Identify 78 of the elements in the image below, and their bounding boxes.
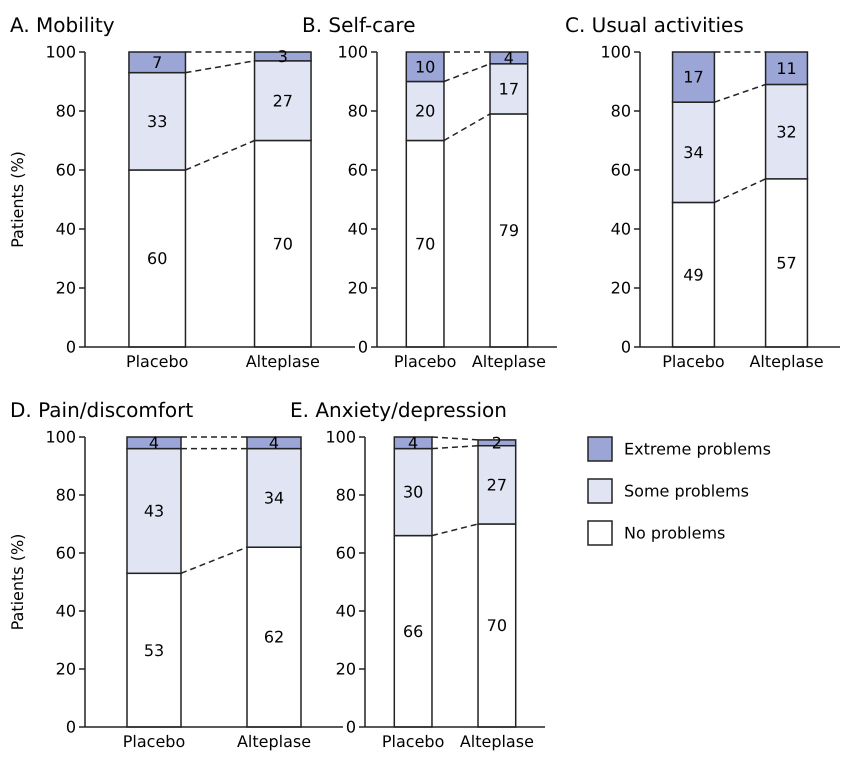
data-label: 27	[486, 475, 508, 494]
x-tick-label: Placebo	[662, 352, 725, 371]
y-tick-label: 100	[45, 428, 76, 447]
data-label: 30	[402, 482, 424, 502]
chart-title: E. Anxiety/depression	[290, 398, 507, 422]
y-tick-label: 40	[610, 220, 631, 239]
x-tick-label: Alteplase	[749, 352, 824, 371]
y-tick-label: 0	[358, 338, 368, 357]
y-tick-label: 40	[348, 220, 368, 239]
data-label: 70	[272, 234, 293, 254]
legend-label: Extreme problems	[624, 440, 771, 459]
y-axis-title: Patients (%)	[8, 151, 27, 248]
data-label: 66	[402, 622, 424, 641]
y-tick-label: 80	[610, 102, 631, 121]
y-tick-label: 20	[56, 278, 76, 298]
data-label: 62	[264, 628, 284, 647]
data-label: 7	[152, 52, 162, 72]
data-label: 17	[498, 79, 520, 98]
y-tick-label: 60	[56, 544, 76, 563]
y-tick-label: 40	[336, 602, 356, 621]
data-label: 10	[414, 57, 436, 76]
y-tick-label: 60	[56, 160, 76, 180]
y-tick-label: 80	[348, 102, 368, 121]
x-tick-label: Alteplase	[236, 732, 312, 751]
data-label: 34	[264, 488, 284, 508]
x-tick-label: Placebo	[394, 352, 456, 371]
data-label: 33	[147, 112, 168, 131]
y-tick-label: 100	[337, 42, 368, 62]
data-label: 70	[486, 616, 508, 636]
data-label: 4	[408, 433, 418, 452]
y-tick-label: 100	[600, 42, 631, 62]
data-label: 34	[683, 142, 704, 162]
x-tick-label: Placebo	[126, 352, 188, 371]
data-label: 70	[414, 234, 436, 254]
x-tick-label: Alteplase	[472, 352, 546, 371]
data-label: 11	[776, 58, 797, 78]
y-tick-label: 0	[620, 338, 631, 357]
y-tick-label: 0	[66, 718, 76, 737]
data-label: 53	[144, 640, 164, 660]
y-tick-label: 20	[56, 660, 76, 679]
y-tick-label: 80	[56, 486, 76, 505]
chart-title: D. Pain/discomfort	[10, 398, 194, 422]
y-tick-label: 80	[336, 486, 356, 505]
x-tick-label: Placebo	[122, 732, 186, 751]
data-label: 17	[683, 68, 704, 87]
data-label: 32	[776, 122, 797, 142]
y-tick-label: 60	[610, 160, 631, 180]
y-tick-label: 80	[56, 102, 76, 121]
legend-label: No problems	[624, 524, 726, 543]
legend-label: Some problems	[624, 482, 749, 501]
x-tick-label: Alteplase	[460, 732, 534, 751]
chart-title: C. Usual activities	[565, 13, 744, 37]
data-label: 43	[144, 502, 164, 521]
data-label: 57	[776, 254, 797, 273]
y-tick-label: 0	[66, 338, 76, 357]
chart-title: B. Self-care	[302, 13, 416, 37]
x-tick-label: Alteplase	[246, 352, 320, 371]
y-tick-label: 100	[325, 428, 356, 447]
x-tick-label: Placebo	[382, 732, 444, 751]
y-tick-label: 0	[346, 718, 356, 737]
chart-title: A. Mobility	[10, 13, 115, 37]
data-label: 79	[498, 221, 520, 240]
data-label: 49	[683, 265, 704, 284]
y-tick-label: 20	[348, 278, 368, 298]
y-axis-title: Patients (%)	[8, 534, 27, 630]
y-tick-label: 60	[348, 160, 368, 180]
y-tick-label: 40	[56, 220, 76, 239]
y-tick-label: 60	[336, 544, 356, 563]
data-label: 4	[504, 48, 514, 68]
data-label: 27	[272, 91, 293, 110]
y-tick-label: 40	[56, 602, 76, 621]
y-tick-label: 100	[45, 42, 76, 62]
y-tick-label: 20	[336, 660, 356, 679]
data-label: 20	[414, 102, 436, 121]
data-label: 60	[147, 249, 168, 268]
data-label: 4	[268, 433, 280, 452]
data-label: 4	[148, 433, 160, 452]
y-tick-label: 20	[610, 278, 631, 298]
